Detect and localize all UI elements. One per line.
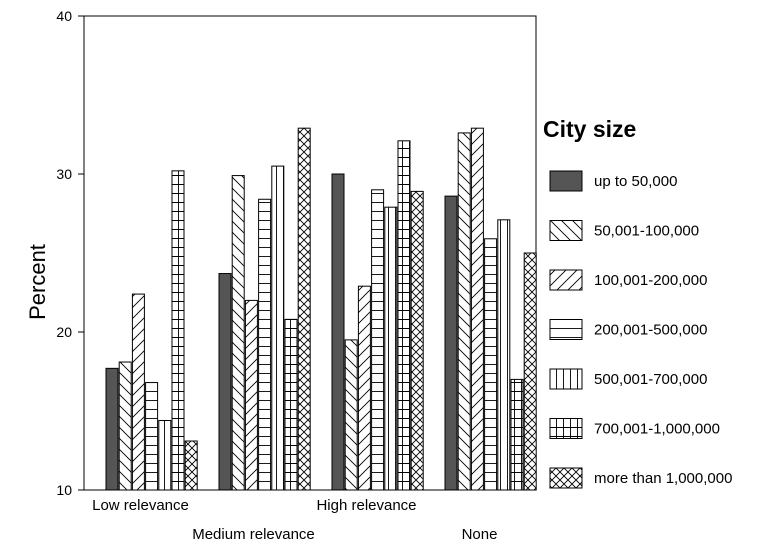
legend-entry-label: 500,001-700,000	[594, 371, 707, 388]
x-category-label: Medium relevance	[192, 526, 315, 543]
legend-swatch	[549, 418, 583, 439]
y-axis-ticks: 10 20 30 40	[56, 8, 84, 498]
bar	[457, 132, 471, 491]
bar	[331, 173, 345, 491]
x-category-label: Low relevance	[92, 497, 189, 514]
x-category-label: High relevance	[316, 497, 416, 514]
bars-group	[105, 127, 537, 491]
bar	[484, 238, 498, 491]
legend-swatch	[549, 467, 583, 489]
bar	[145, 382, 159, 491]
legend-entry-label: 50,001-100,000	[594, 223, 699, 240]
legend-entry-label: up to 50,000	[594, 173, 677, 190]
legend-swatch	[549, 319, 583, 340]
bar	[118, 361, 132, 491]
legend: up to 50,000 50,001-100,000 100,001-200,00…	[549, 170, 732, 489]
y-tick-label: 20	[56, 324, 72, 340]
legend-title: City size	[543, 116, 636, 142]
y-tick-label: 40	[56, 8, 72, 24]
legend-swatch	[549, 269, 583, 291]
legend-swatch	[549, 170, 583, 192]
x-category-label: None	[462, 526, 498, 543]
bar	[158, 419, 172, 491]
bar	[344, 339, 358, 491]
y-tick-label: 10	[56, 482, 72, 498]
legend-entry-label: 700,001-1,000,000	[594, 421, 720, 438]
bar	[410, 190, 424, 491]
y-axis-label: Percent	[25, 244, 50, 320]
bar	[171, 170, 185, 491]
legend-swatch	[549, 368, 583, 390]
legend-entry-label: 200,001-500,000	[594, 322, 707, 339]
bar	[470, 127, 484, 491]
bar	[523, 252, 537, 491]
bar	[284, 318, 298, 491]
bar	[105, 367, 119, 491]
bar	[258, 198, 272, 491]
bar	[218, 273, 232, 491]
bar	[131, 293, 145, 491]
bar	[184, 440, 198, 491]
bar	[384, 206, 398, 491]
bar	[497, 219, 511, 491]
bar	[371, 189, 385, 491]
bar	[244, 299, 258, 491]
legend-swatch	[549, 220, 583, 241]
bar	[297, 127, 311, 491]
bar	[271, 165, 285, 491]
bar	[231, 175, 245, 491]
bar	[510, 378, 524, 491]
legend-entry-label: more than 1,000,000	[594, 470, 732, 487]
y-tick-label: 30	[56, 166, 72, 182]
legend-entry-label: 100,001-200,000	[594, 272, 707, 289]
bar	[357, 285, 371, 491]
bar	[444, 195, 458, 491]
bar	[397, 140, 411, 491]
